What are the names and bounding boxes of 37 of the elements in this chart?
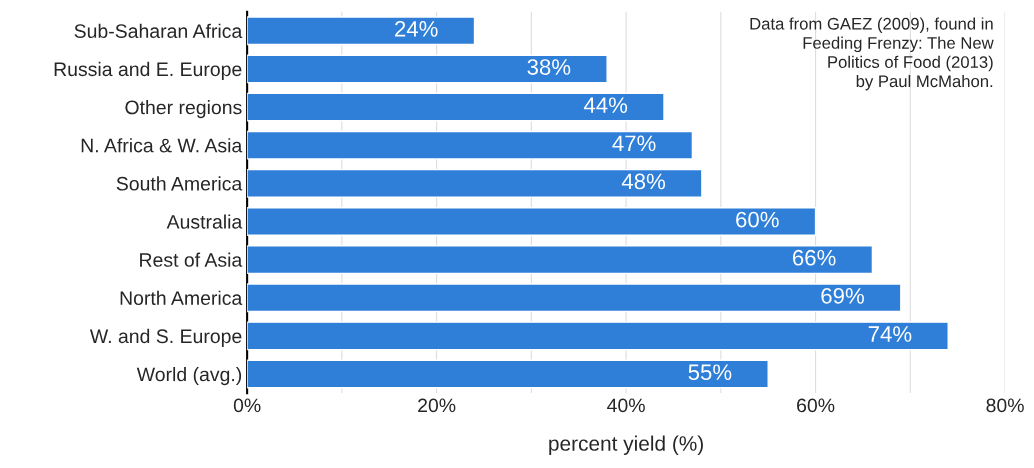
x-tick-label: 60% [797,398,835,413]
bar [247,207,817,236]
y-tick-label: Australia [166,214,243,229]
bar [247,54,608,84]
data-label: 69% [821,287,864,304]
x-tick-label: 20% [418,398,456,413]
bar [247,168,703,198]
y-tick-label: South America [116,176,243,191]
y-tick-label: Other regions [125,100,242,119]
bar [247,359,769,389]
x-axis-title: percent yield (%) [549,435,703,455]
x-tick-label: 40% [607,398,645,413]
bar [247,92,665,122]
data-label: 74% [868,326,912,342]
y-tick-label: Sub-Saharan Africa [74,23,243,39]
data-label: 24% [395,21,438,37]
data-label: 48% [621,173,666,190]
data-label: 44% [583,97,628,113]
y-tick-label: N. Africa & W. Asia [81,138,243,153]
data-label: 47% [612,135,656,152]
data-label: 55% [688,364,732,381]
data-label: 60% [736,211,779,228]
y-tick-label: W. and S. Europe [89,328,242,347]
data-label: 66% [792,249,836,266]
bar [247,130,694,160]
y-tick-label: Rest of Asia [140,252,243,267]
y-tick-label: North America [120,290,243,305]
bar [247,16,476,46]
x-tick-label: 0% [233,398,261,413]
y-tick-label: Russia and E. Europe [54,61,242,80]
bar [247,321,949,351]
y-tick-label: World (avg.) [136,367,242,386]
annotation: Data from GAEZ (2009), found in Feeding Frenzy: The New Politics of Food (2013) by Paul McMahon. [750,17,994,91]
bar [247,283,902,313]
data-label: 38% [527,59,571,75]
bar [247,245,874,275]
x-tick-label: 80% [986,398,1024,413]
